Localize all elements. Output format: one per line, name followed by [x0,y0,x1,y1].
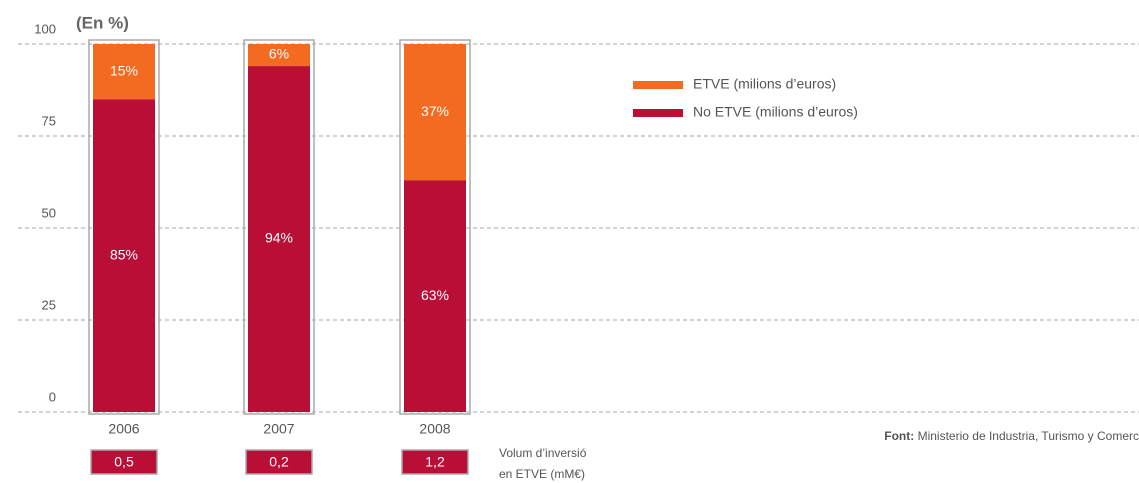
chart-subtitle: (En %) [76,13,129,32]
bar-value-label: 85% [110,246,138,262]
volume-label: 1,2 [425,454,445,470]
x-tick-label: 2007 [263,421,294,437]
bar-frame [399,39,471,415]
volume-box [401,449,469,475]
bar-segment [248,66,310,412]
bar-value-label: 6% [269,46,289,62]
y-tick-label: 25 [42,297,56,312]
y-tick-label: 0 [49,389,56,404]
bar-segment [93,99,155,412]
bar-segment [248,44,310,67]
x-tick-label: 2006 [108,421,139,437]
volume-title: en ETVE (mM€) [499,467,585,481]
volume-box [245,449,313,475]
x-tick-label: 2008 [419,421,450,437]
bar-value-label: 15% [110,62,138,78]
bar-frame [88,39,160,415]
bar-frame [243,39,315,415]
volume-label: 0,5 [114,454,134,470]
bar-segment [404,44,466,181]
y-tick-label: 75 [42,113,56,128]
y-tick-label: 50 [42,205,56,220]
legend-label: ETVE (milions d’euros) [693,76,836,92]
source-text: Ministerio de Industria, Turismo y Comer… [918,429,1139,443]
volume-title: Volum d’inversió [499,446,587,460]
source-label: Font: [884,429,914,443]
bar-value-label: 94% [265,230,293,246]
bar-segment [93,44,155,100]
bar-segment [404,180,466,412]
legend-swatch [633,109,683,117]
source: Font: Ministerio de Industria, Turismo y… [884,429,1139,443]
bar-value-label: 63% [421,287,449,303]
bar-value-label: 37% [421,103,449,119]
legend-swatch [633,81,683,89]
y-tick-label: 100 [34,21,56,36]
volume-box [90,449,158,475]
legend-label: No ETVE (milions d’euros) [693,104,858,120]
volume-label: 0,2 [269,454,289,470]
